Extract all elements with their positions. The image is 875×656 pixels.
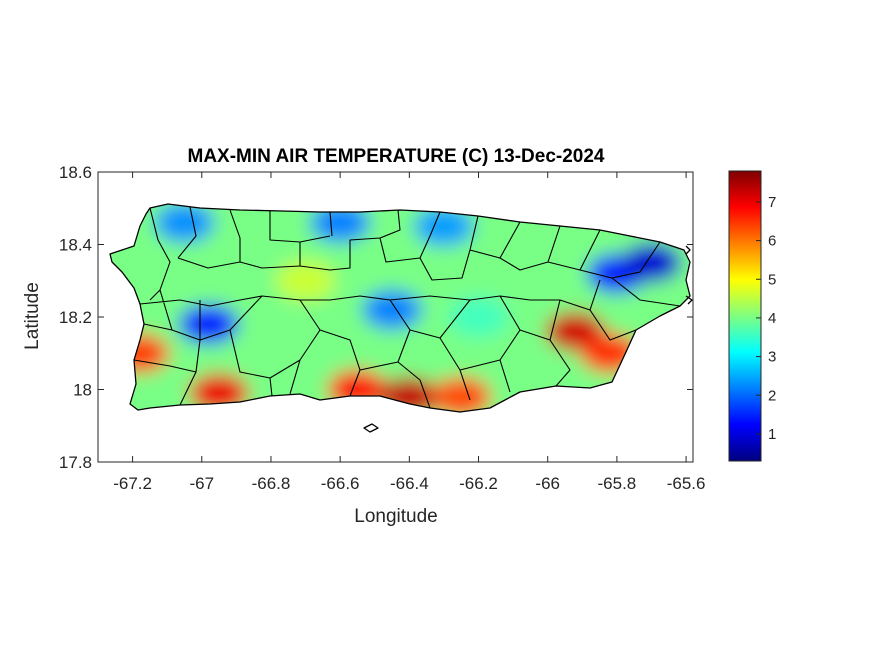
x-tick-label: -66.8 xyxy=(252,474,291,493)
region-blob xyxy=(448,297,509,337)
northeast-cay xyxy=(685,245,691,255)
colorbar-tick-label: 5 xyxy=(768,271,776,288)
region-blob xyxy=(154,204,215,243)
x-tick-label: -66.2 xyxy=(459,474,498,493)
y-tick-label: 17.8 xyxy=(59,453,92,472)
x-tick-label: -66.6 xyxy=(321,474,360,493)
colorbar-tick-label: 7 xyxy=(768,194,776,211)
y-tick-label: 18.4 xyxy=(59,236,92,255)
x-axis-label: Longitude xyxy=(354,506,437,527)
y-axis-label: Latitude xyxy=(22,282,43,350)
municipality-boundaries xyxy=(109,203,693,433)
region-blob xyxy=(310,204,371,243)
colorbar-tick-label: 2 xyxy=(768,387,776,404)
x-tick-label: -65.6 xyxy=(667,474,706,493)
chart-title: MAX-MIN AIR TEMPERATURE (C) 13-Dec-2024 xyxy=(188,146,605,167)
colorbar xyxy=(728,170,762,462)
boundary-lines xyxy=(133,206,681,409)
colorbar-tick-label: 6 xyxy=(768,233,776,250)
x-tick-label: -66 xyxy=(535,474,560,493)
colorbar-ticks: 1 2 3 4 5 6 7 xyxy=(756,194,776,443)
x-tick-label: -65.8 xyxy=(598,474,637,493)
x-tick-label: -66.4 xyxy=(390,474,429,493)
x-tick-label: -67 xyxy=(189,474,214,493)
region-blob xyxy=(431,376,492,412)
region-blob xyxy=(178,304,239,345)
east-cay xyxy=(685,295,693,305)
x-tick-label: -67.2 xyxy=(113,474,152,493)
x-axis: -67.2 -67 -66.8 -66.6 -66.4 -66.2 -66 -65.8 -65.… xyxy=(113,172,705,493)
region-blob xyxy=(362,289,423,330)
y-tick-label: 18.2 xyxy=(59,308,92,327)
colorbar-tick-label: 4 xyxy=(768,310,776,327)
colorbar-tick-label: 1 xyxy=(768,426,776,443)
y-axis: 18.6 18.4 18.2 18 17.8 xyxy=(59,163,693,472)
vieques-islet xyxy=(363,423,379,433)
island-coastline xyxy=(109,203,691,413)
colorbar-tick-label: 3 xyxy=(768,349,776,366)
region-blob xyxy=(413,206,474,247)
region-blob xyxy=(275,260,336,301)
region-blob xyxy=(621,242,682,283)
y-tick-label: 18 xyxy=(73,381,92,400)
y-tick-label: 18.6 xyxy=(59,163,92,182)
